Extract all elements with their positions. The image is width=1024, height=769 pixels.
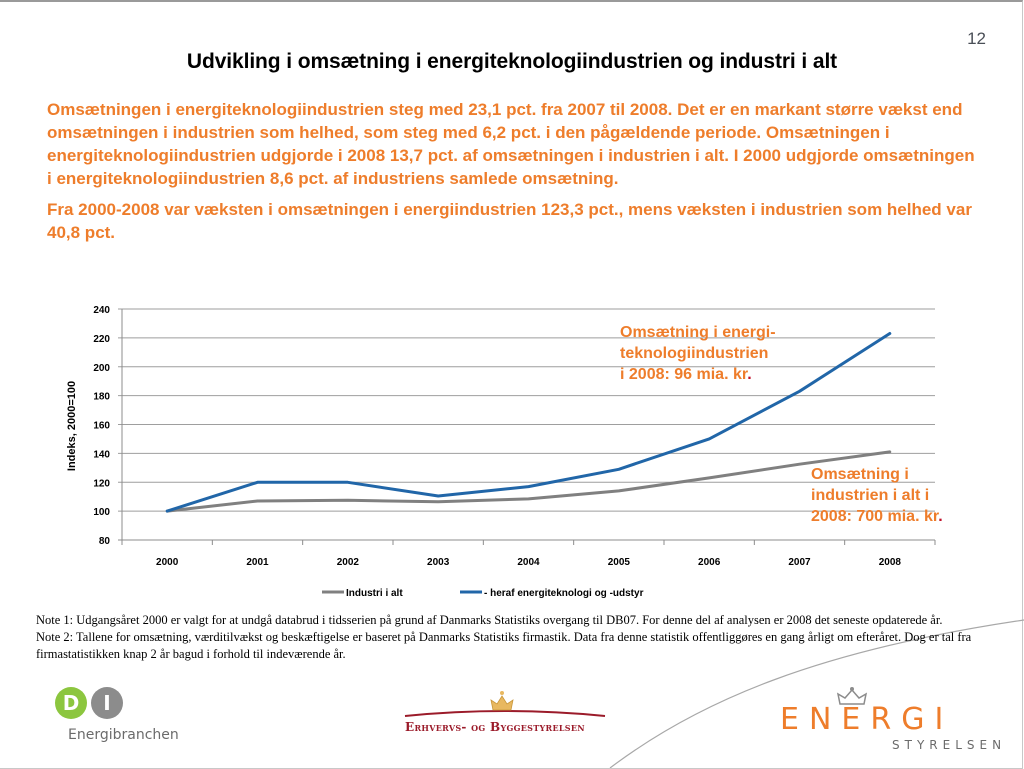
- annotation-energy-dot: .: [747, 366, 751, 383]
- x-tick-label: 2005: [608, 557, 631, 568]
- annotation-industry-dot: .: [938, 508, 942, 525]
- y-axis-label: Indeks, 2000=100: [66, 381, 78, 471]
- chart-legend: Industri i alt - heraf energiteknologi og…: [322, 588, 644, 599]
- ebst-logo: Erhvervs- og Byggestyrelsen: [395, 688, 635, 738]
- annotation-energy-line-1: Omsætning i energi-: [620, 322, 776, 343]
- legend-label: - heraf energiteknologi og -udstyr: [484, 588, 644, 599]
- footnotes: Note 1: Udgangsåret 2000 er valgt for at…: [36, 612, 996, 663]
- annotation-industry-line-1: Omsætning i: [811, 464, 943, 485]
- annotation-industry-line-3: 2008: 700 mia. kr: [811, 508, 938, 525]
- ens-logo-sub-text: STYRELSEN: [892, 738, 1006, 752]
- x-axis-ticks: 2000 2001 2002 2003 2004 2005 2006 2007 2008: [122, 540, 935, 568]
- y-tick-label: 200: [93, 363, 110, 374]
- x-tick-label: 2002: [337, 557, 360, 568]
- x-tick-label: 2007: [788, 557, 811, 568]
- x-tick-label: 2001: [246, 557, 269, 568]
- annotation-industry-line-2: industrien i alt i: [811, 485, 943, 506]
- y-tick-label: 80: [99, 536, 111, 547]
- annotation-industry: Omsætning i industrien i alt i 2008: 700…: [811, 464, 943, 527]
- y-tick-label: 220: [93, 334, 110, 345]
- y-tick-label: 120: [93, 478, 110, 489]
- legend-label: Industri i alt: [346, 588, 403, 599]
- chart-series: [167, 333, 890, 511]
- y-tick-label: 140: [93, 449, 110, 460]
- y-tick-label: 100: [93, 507, 110, 518]
- ebst-logo-text: Erhvervs- og Byggestyrelsen: [405, 720, 585, 734]
- annotation-energy: Omsætning i energi- teknologiindustrien …: [620, 322, 776, 385]
- ens-logo-main-text: ENERGI: [780, 702, 953, 737]
- y-tick-label: 160: [93, 421, 110, 432]
- annotation-energy-line-3: i 2008: 96 mia. kr: [620, 366, 747, 383]
- di-letter-i: I: [91, 687, 123, 719]
- di-letter-d: D: [55, 687, 87, 719]
- annotation-energy-line-2: teknologiindustrien: [620, 343, 776, 364]
- x-tick-label: 2004: [517, 557, 540, 568]
- energistyrelsen-logo: ENERGI STYRELSEN: [780, 690, 980, 760]
- crown-icon: [395, 688, 635, 720]
- y-tick-label: 240: [93, 305, 110, 316]
- y-tick-label: 180: [93, 392, 110, 403]
- x-tick-label: 2000: [156, 557, 179, 568]
- note-1: Note 1: Udgangsåret 2000 er valgt for at…: [36, 612, 996, 629]
- x-tick-label: 2008: [879, 557, 902, 568]
- di-logo-text: Energibranchen: [68, 727, 179, 743]
- note-2: Note 2: Tallene for omsætning, værditilv…: [36, 629, 996, 663]
- y-axis-ticks: 80 100 120 140 160 180 200 220 240: [93, 305, 110, 547]
- series-line-energy: [167, 334, 890, 512]
- x-tick-label: 2003: [427, 557, 450, 568]
- x-tick-label: 2006: [698, 557, 721, 568]
